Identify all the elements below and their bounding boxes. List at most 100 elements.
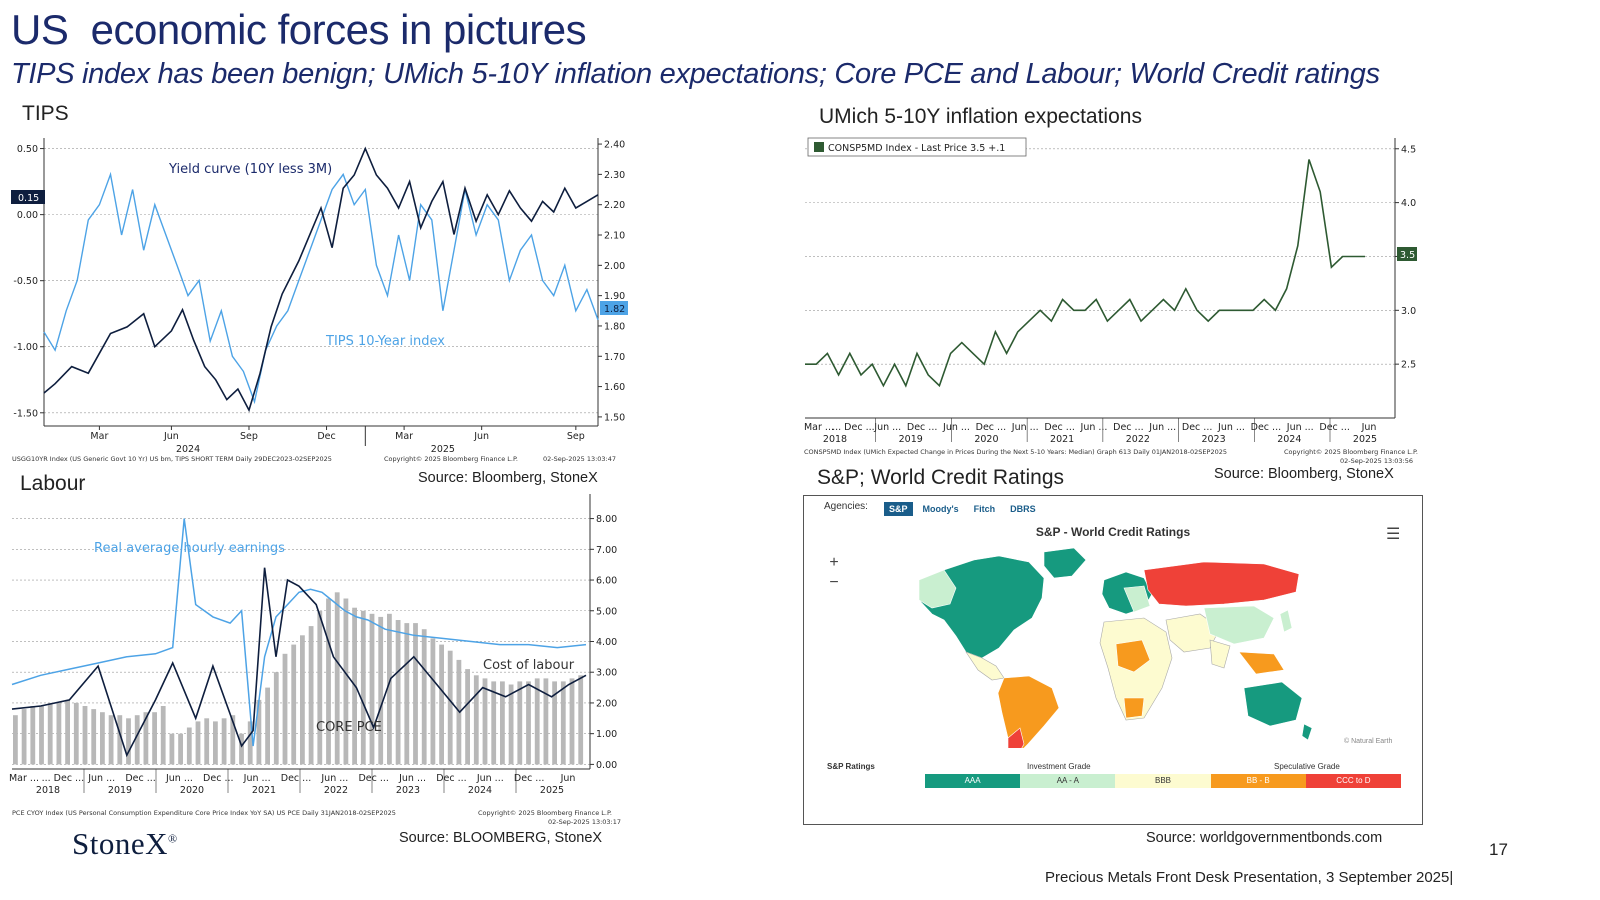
hamburger-menu-icon[interactable]: ☰ — [1386, 526, 1401, 543]
tips-left-tick-label: 0.50 — [17, 144, 38, 155]
legend-bucket-ccc-d[interactable]: CCC to D — [1305, 774, 1402, 788]
umich-last-badge — [1397, 247, 1417, 261]
labour-right-tick-label: 0.00 — [596, 760, 617, 771]
labour-source: Source: BLOOMBERG, StoneX — [399, 830, 603, 846]
stonex-logo: StoneX® — [72, 826, 178, 862]
core-pce-bar — [378, 616, 384, 765]
core-pce-bar — [143, 712, 149, 765]
labour-x-tick-label: Dec ... — [203, 773, 233, 784]
core-pce-bar — [465, 669, 470, 765]
umich-chart: 4.54.03.53.02.5 Mar ...... Dec ...Jun ..… — [804, 137, 1418, 465]
tips-left-tick-label: -1.00 — [13, 342, 38, 353]
credit-map-panel: Agencies: S&P Moody's Fitch DBRS S&P - Worl… — [803, 495, 1423, 825]
labour-x-tick-label: Dec ... — [358, 773, 388, 784]
labour-right-tick-label: 3.00 — [596, 668, 617, 679]
core-pce-bar — [517, 681, 523, 765]
core-pce-bar — [526, 681, 531, 765]
labour-x-year-label: 2020 — [180, 785, 204, 796]
umich-x-year-label: 2021 — [1050, 434, 1074, 445]
core-pce-bar — [369, 613, 375, 765]
umich-footnote-left: CONSP5MD Index (UMich Expected Change in… — [804, 448, 1227, 456]
core-pce-bar — [500, 681, 505, 765]
labour-right-tick-label: 8.00 — [596, 514, 617, 525]
core-pce-bar — [91, 709, 97, 765]
core-pce-bar — [395, 620, 401, 765]
umich-x-tick-label: Dec ... — [976, 422, 1006, 433]
umich-x-year-label: 2024 — [1277, 434, 1301, 445]
umich-x-tick-label: Jun ... — [1080, 422, 1108, 433]
yield-curve-series — [43, 146, 599, 413]
umich-x-tick-label: Dec ... — [907, 422, 937, 433]
core-pce-bar — [152, 712, 157, 765]
tab-moodys[interactable]: Moody's — [922, 504, 959, 514]
tips-x-tick-label: Mar — [90, 431, 108, 442]
umich-x-year-label: 2018 — [823, 434, 847, 445]
core-pce-bar — [160, 706, 166, 765]
core-pce-bar — [430, 638, 436, 765]
labour-chart: 8.00 7.00 6.00 5.00 4.00 3.00 2.00 1.00 0.00 Mar… — [9, 494, 621, 826]
core-pce-bar — [230, 715, 236, 765]
zoom-out-button[interactable]: − — [829, 574, 839, 591]
core-pce-bar — [73, 702, 79, 765]
core-pce-bar — [195, 721, 201, 765]
labour-right-tick-label: 2.00 — [596, 698, 617, 709]
tab-sp[interactable]: S&P — [884, 502, 913, 516]
core-pce-annotation: CORE PCE — [316, 720, 382, 735]
tips-right-tick-label: 2.10 — [604, 231, 625, 242]
core-pce-bar — [47, 702, 53, 765]
tab-dbrs[interactable]: DBRS — [1010, 504, 1036, 514]
umich-footnote-right: 02-Sep-2025 13:03:56 — [1340, 457, 1413, 465]
tips-chart: 0.50 0.00 -0.50 -1.00 -1.50 2.40 2.30 2.20 2.10… — [11, 138, 628, 463]
map-alaska-region — [918, 569, 957, 609]
labour-x-ticks: Mar ...... Dec ... Jun ... Dec ... Jun ... D… — [9, 769, 575, 796]
tips-right-tick-label: 1.60 — [604, 382, 625, 393]
core-pce-bar — [447, 650, 453, 765]
yield-curve-annotation: Yield curve (10Y less 3M) — [168, 162, 332, 177]
tips-left-tick-label: -1.50 — [13, 408, 38, 419]
tips-x-tick-label: Jun — [473, 431, 489, 442]
labour-x-tick-label: ... Dec ... — [42, 773, 85, 784]
tips-right-tick-label: 2.30 — [604, 170, 625, 181]
agencies-label: Agencies: — [824, 501, 868, 512]
umich-right-tick-label: 4.5 — [1401, 144, 1416, 155]
core-pce-bar — [82, 706, 88, 765]
core-pce-bar — [560, 681, 566, 765]
tips-right-tick-label: 2.20 — [604, 200, 625, 211]
labour-x-year-label: 2019 — [108, 785, 132, 796]
core-pce-bar — [300, 635, 305, 765]
legend-bucket-bbb[interactable]: BBB — [1115, 774, 1211, 788]
core-pce-bar — [421, 629, 427, 765]
tips-x-tick-label: Sep — [567, 431, 585, 442]
cost-of-labour-annotation: Cost of labour — [483, 658, 575, 673]
labour-right-tick-label: 1.00 — [596, 729, 617, 740]
core-pce-bar — [256, 699, 262, 765]
core-pce-bar — [265, 687, 270, 765]
map-china — [1203, 605, 1275, 645]
labour-right-tick-label: 7.00 — [596, 545, 617, 556]
core-pce-bar — [178, 733, 183, 765]
core-pce-bar — [473, 675, 479, 765]
labour-x-year-label: 2022 — [324, 785, 348, 796]
core-pce-bar — [56, 702, 62, 765]
legend-title: S&P Ratings — [827, 762, 875, 771]
umich-x-tick-label: ... Dec ... — [832, 422, 875, 433]
labour-x-year-label: 2023 — [396, 785, 420, 796]
legend-bucket-aa-a[interactable]: AA - A — [1020, 774, 1116, 788]
page-number: 17 — [1489, 840, 1508, 859]
legend-bucket-aaa[interactable]: AAA — [925, 774, 1021, 788]
map-argentina — [1007, 727, 1025, 748]
core-pce-bar — [326, 598, 331, 765]
tips-right-tick-label: 1.80 — [604, 321, 625, 332]
world-map — [918, 548, 1313, 748]
zoom-in-button[interactable]: + — [829, 554, 839, 571]
umich-legend-swatch — [814, 142, 824, 152]
tips-footnote-mid: Copyright© 2025 Bloomberg Finance L.P. — [384, 455, 518, 463]
core-pce-bar — [334, 592, 340, 765]
tab-fitch[interactable]: Fitch — [973, 504, 996, 514]
legend-bucket-bb-b[interactable]: BB - B — [1210, 774, 1306, 788]
tips-right-tick-label: 2.40 — [604, 140, 625, 151]
umich-x-ticks: Mar ...... Dec ... Jun ... Dec ... Jun ... D… — [804, 418, 1377, 445]
umich-right-tick-label: 3.0 — [1401, 306, 1416, 317]
rating-legend-bar: AAA AA - A BBB BB - B CCC to D — [925, 774, 1402, 788]
agency-tabs: S&P Moody's Fitch DBRS — [884, 499, 1046, 517]
